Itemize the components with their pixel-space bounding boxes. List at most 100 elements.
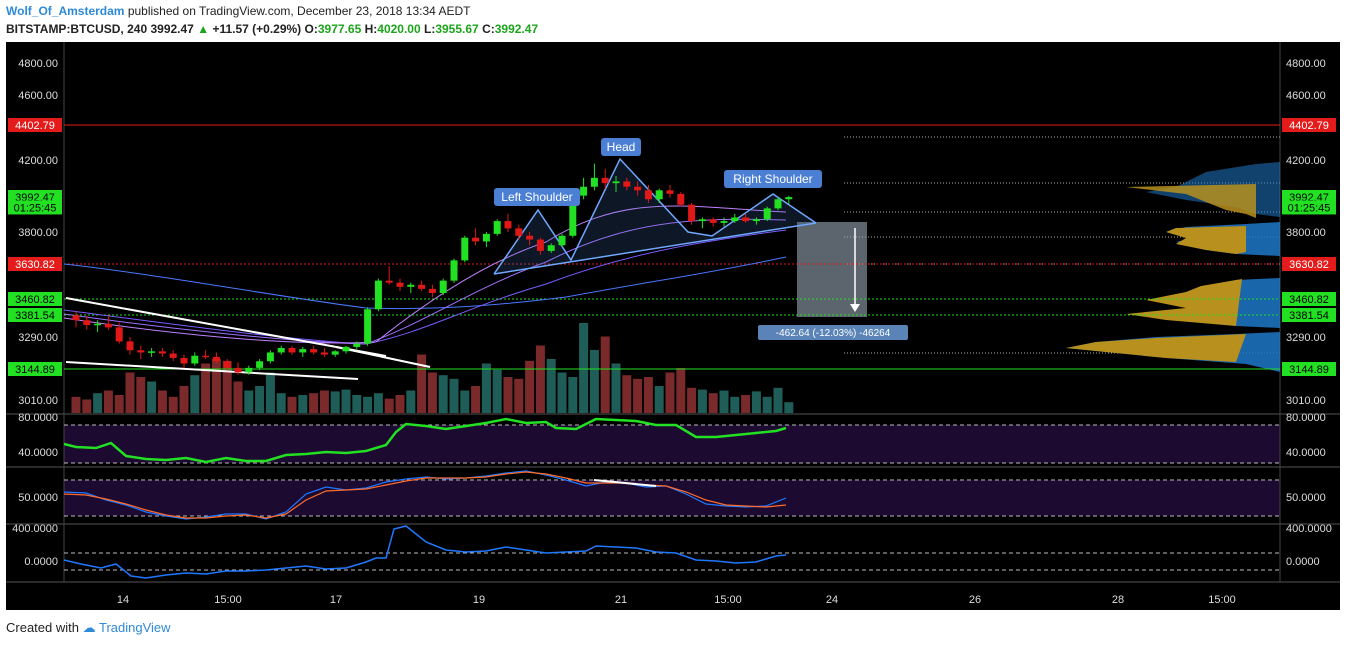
candle-body[interactable]	[158, 351, 166, 354]
volume-bar	[741, 395, 751, 413]
candle-body[interactable]	[331, 351, 339, 355]
volume-bar	[589, 350, 599, 413]
candle-body[interactable]	[763, 208, 771, 220]
candle-body[interactable]	[374, 280, 382, 310]
candle-body[interactable]	[698, 219, 706, 222]
volume-bar	[211, 359, 221, 413]
candle-body[interactable]	[266, 352, 274, 362]
candle-body[interactable]	[148, 351, 156, 353]
y-tick-label-right: 3010.00	[1286, 395, 1326, 407]
candle-body[interactable]	[450, 260, 458, 281]
candle-body[interactable]	[320, 352, 328, 355]
candle-body[interactable]	[115, 327, 123, 342]
y-tick-label-left: 4200.00	[18, 155, 58, 167]
left-shoulder-tag[interactable]	[494, 188, 580, 206]
candle-body[interactable]	[590, 177, 598, 187]
candle-body[interactable]	[612, 181, 620, 184]
price-tag-right-text: 3144.89	[1289, 364, 1329, 376]
candle-body[interactable]	[299, 349, 307, 353]
candle-body[interactable]	[83, 320, 91, 325]
candle-body[interactable]	[644, 190, 652, 200]
candle-body[interactable]	[785, 197, 793, 200]
candle-body[interactable]	[385, 280, 393, 283]
price-tag-right-text: 3460.82	[1289, 294, 1329, 306]
candle-body[interactable]	[126, 341, 134, 351]
candlesticks[interactable]	[72, 163, 793, 375]
candle-body[interactable]	[731, 217, 739, 222]
candle-body[interactable]	[418, 284, 426, 289]
wedge-upper-line[interactable]	[65, 297, 387, 357]
head-and-shoulders-pattern[interactable]	[493, 157, 817, 275]
volume-bar	[168, 396, 178, 413]
candle-body[interactable]	[634, 186, 642, 191]
stoch-divergence-line[interactable]	[593, 479, 657, 487]
head-tag[interactable]	[601, 138, 641, 156]
candle-body[interactable]	[526, 235, 534, 240]
candle-body[interactable]	[601, 177, 609, 184]
candle-body[interactable]	[245, 367, 253, 373]
candle-body[interactable]	[202, 355, 210, 358]
candle-body[interactable]	[180, 357, 188, 364]
volume-bar	[201, 363, 211, 413]
candle-body[interactable]	[94, 323, 102, 326]
candle-body[interactable]	[342, 346, 350, 352]
candle-body[interactable]	[580, 186, 588, 196]
candle-body[interactable]	[709, 219, 717, 223]
price-tag-right-text: 3381.54	[1289, 310, 1329, 322]
candle-body[interactable]	[137, 350, 145, 353]
candle-body[interactable]	[104, 323, 112, 328]
candle-body[interactable]	[169, 353, 177, 358]
candle-body[interactable]	[310, 349, 318, 353]
right-shoulder-tag[interactable]	[724, 170, 822, 188]
candle-body[interactable]	[407, 284, 415, 287]
candle-body[interactable]	[256, 361, 264, 368]
volume-bar	[287, 396, 297, 413]
low-label: L:	[424, 22, 436, 36]
wedge-lower-line[interactable]	[65, 361, 359, 380]
candle-body[interactable]	[277, 348, 285, 353]
candle-body[interactable]	[439, 280, 447, 293]
candle-body[interactable]	[547, 245, 555, 251]
price-tag-right	[1282, 292, 1336, 306]
osc-tick-label-left: 40.0000	[18, 447, 58, 459]
candle-body[interactable]	[364, 309, 372, 344]
candle-body[interactable]	[493, 221, 501, 234]
chart-area[interactable]: Left Shoulder Head Right Shoulder -462.6…	[6, 42, 1340, 610]
tradingview-link[interactable]: TradingView	[99, 620, 171, 635]
candle-body[interactable]	[536, 239, 544, 251]
candle-body[interactable]	[688, 204, 696, 222]
wedge-breakout-line[interactable]	[335, 346, 431, 368]
candle-body[interactable]	[569, 195, 577, 236]
candle-body[interactable]	[428, 288, 436, 293]
candle-body[interactable]	[558, 235, 566, 246]
candle-body[interactable]	[742, 217, 750, 222]
author-link[interactable]: Wolf_Of_Amsterdam	[6, 4, 125, 18]
measure-tag[interactable]	[758, 325, 908, 340]
candle-body[interactable]	[288, 348, 296, 353]
candle-body[interactable]	[461, 237, 469, 261]
candle-body[interactable]	[623, 181, 631, 187]
candle-body[interactable]	[515, 228, 523, 236]
candle-body[interactable]	[353, 343, 361, 347]
axis-labels: 4800.00 4800.00 4600.00 4600.00 4200.00 4200.…	[12, 58, 1332, 606]
candle-body[interactable]	[677, 193, 685, 205]
candle-body[interactable]	[223, 361, 231, 368]
high-label: H:	[364, 22, 378, 36]
candle-body[interactable]	[396, 282, 404, 287]
candle-body[interactable]	[655, 190, 663, 200]
candle-body[interactable]	[504, 221, 512, 229]
candle-body[interactable]	[234, 367, 242, 373]
price-chart[interactable]: Left Shoulder Head Right Shoulder -462.6…	[6, 42, 1340, 610]
candle-body[interactable]	[752, 219, 760, 222]
chart-byline: Wolf_Of_Amsterdam published on TradingVi…	[6, 4, 470, 18]
candle-body[interactable]	[191, 355, 199, 364]
candle-body[interactable]	[666, 190, 674, 194]
candle-body[interactable]	[774, 199, 782, 209]
measure-box[interactable]	[797, 222, 867, 317]
candle-body[interactable]	[72, 315, 80, 321]
candle-body[interactable]	[212, 356, 220, 362]
candle-body[interactable]	[482, 233, 490, 242]
candle-body[interactable]	[720, 221, 728, 223]
candle-body[interactable]	[472, 237, 480, 242]
price-tag-left-text: 3460.82	[15, 294, 55, 306]
